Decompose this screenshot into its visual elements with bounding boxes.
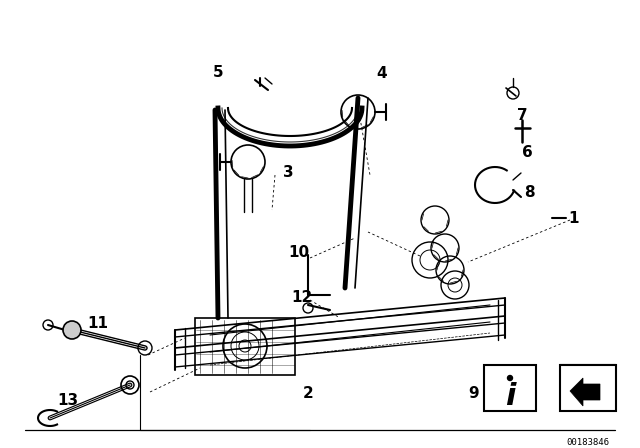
Text: 7: 7 xyxy=(516,108,527,122)
Text: 6: 6 xyxy=(522,145,532,159)
Text: 4: 4 xyxy=(377,65,387,81)
Text: 13: 13 xyxy=(58,392,79,408)
Text: 9: 9 xyxy=(468,385,479,401)
Circle shape xyxy=(508,375,513,380)
Text: 12: 12 xyxy=(291,289,312,305)
Text: 00183846: 00183846 xyxy=(566,438,609,447)
Bar xyxy=(484,365,536,411)
Text: 11: 11 xyxy=(88,315,109,331)
Polygon shape xyxy=(570,378,600,406)
Text: 2: 2 xyxy=(303,385,314,401)
Text: i: i xyxy=(505,382,515,410)
Text: 8: 8 xyxy=(524,185,534,199)
Text: 3: 3 xyxy=(283,164,293,180)
Text: 10: 10 xyxy=(289,245,310,259)
Bar xyxy=(560,365,616,411)
Text: 5: 5 xyxy=(212,65,223,79)
Text: 1: 1 xyxy=(569,211,579,225)
Circle shape xyxy=(63,321,81,339)
